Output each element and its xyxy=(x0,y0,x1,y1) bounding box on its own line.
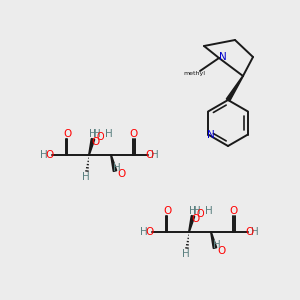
Text: H: H xyxy=(89,129,97,139)
Text: O: O xyxy=(146,150,154,160)
Text: H: H xyxy=(213,240,221,250)
Text: O: O xyxy=(91,137,99,147)
Polygon shape xyxy=(226,76,243,101)
Text: O: O xyxy=(229,206,237,216)
Text: H: H xyxy=(182,249,190,259)
Text: O: O xyxy=(45,150,53,160)
Text: H: H xyxy=(113,163,121,173)
Text: methyl: methyl xyxy=(183,71,205,76)
Text: O: O xyxy=(63,129,71,139)
Text: N: N xyxy=(219,52,227,62)
Text: O: O xyxy=(145,227,153,237)
Text: H: H xyxy=(140,227,148,237)
Text: O: O xyxy=(163,206,171,216)
Polygon shape xyxy=(211,232,217,248)
Text: O: O xyxy=(118,169,126,179)
Text: H: H xyxy=(193,206,201,216)
Text: H: H xyxy=(251,227,259,237)
Text: H: H xyxy=(151,150,159,160)
Text: O: O xyxy=(196,209,204,219)
Text: N: N xyxy=(207,130,215,140)
Text: H: H xyxy=(189,206,197,216)
Text: O: O xyxy=(246,227,254,237)
Polygon shape xyxy=(189,216,195,232)
Text: O: O xyxy=(191,214,199,224)
Text: O: O xyxy=(129,129,137,139)
Text: H: H xyxy=(205,206,213,216)
Text: H: H xyxy=(93,129,101,139)
Text: O: O xyxy=(218,246,226,256)
Text: H: H xyxy=(82,172,90,182)
Text: H: H xyxy=(40,150,48,160)
Text: H: H xyxy=(105,129,113,139)
Polygon shape xyxy=(89,139,95,155)
Text: O: O xyxy=(96,132,104,142)
Polygon shape xyxy=(111,155,117,171)
